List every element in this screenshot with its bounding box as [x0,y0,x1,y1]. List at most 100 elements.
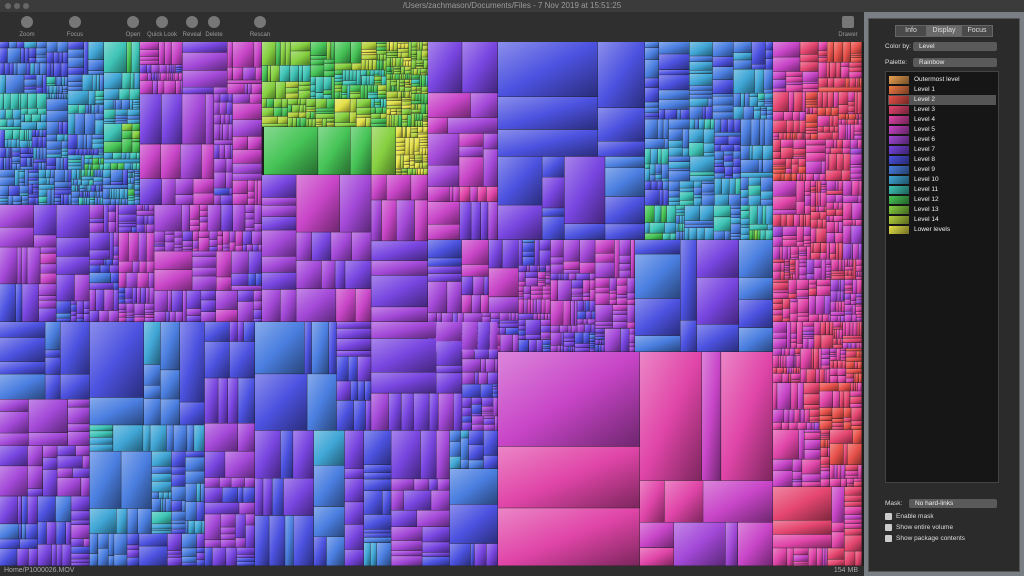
file-block[interactable] [71,197,79,202]
file-block[interactable] [818,87,862,92]
file-block[interactable] [64,169,68,182]
file-block[interactable] [95,197,98,205]
file-block[interactable] [417,50,422,60]
file-block[interactable] [139,546,168,566]
file-block[interactable] [181,205,190,231]
file-block[interactable] [838,181,843,191]
file-block[interactable] [207,205,221,231]
file-block[interactable] [605,156,645,168]
file-block[interactable] [438,393,454,431]
file-block[interactable] [793,367,797,374]
file-block[interactable] [838,376,846,383]
file-block[interactable] [659,99,690,110]
file-block[interactable] [55,93,57,99]
file-block[interactable] [43,74,47,94]
file-block[interactable] [396,79,400,92]
file-block[interactable] [820,434,830,436]
file-block[interactable] [300,117,306,127]
file-block[interactable] [808,107,810,114]
file-block[interactable] [3,93,11,110]
file-block[interactable] [832,426,844,430]
file-block[interactable] [806,422,812,430]
file-block[interactable] [724,175,733,179]
file-block[interactable] [845,471,858,476]
file-block[interactable] [810,243,813,253]
file-block[interactable] [49,178,55,185]
file-block[interactable] [841,66,849,78]
file-block[interactable] [151,511,172,524]
file-block[interactable] [7,48,21,63]
file-block[interactable] [310,85,316,92]
file-block[interactable] [449,456,461,469]
file-block[interactable] [460,438,469,460]
file-block[interactable] [182,42,228,53]
file-block[interactable] [498,97,598,130]
file-block[interactable] [725,522,738,566]
file-block[interactable] [336,328,371,339]
file-block[interactable] [421,57,428,60]
file-block[interactable] [846,369,862,374]
file-block[interactable] [75,445,90,456]
file-block[interactable] [525,277,538,286]
file-block[interactable] [402,127,406,138]
file-block[interactable] [537,313,541,320]
file-block[interactable] [424,94,428,104]
file-block[interactable] [222,487,238,503]
file-block[interactable] [245,525,255,548]
legend-row[interactable]: Level 7 [888,145,996,155]
file-block[interactable] [71,496,90,511]
file-block[interactable] [76,319,84,322]
file-block[interactable] [45,357,60,375]
file-block[interactable] [568,273,576,280]
file-block[interactable] [837,139,843,148]
file-block[interactable] [68,42,84,49]
file-block[interactable] [826,265,831,267]
file-block[interactable] [57,477,81,496]
file-block[interactable] [773,429,799,459]
file-block[interactable] [550,257,564,264]
file-block[interactable] [237,301,254,322]
file-block[interactable] [98,153,104,155]
window-button[interactable] [5,3,11,9]
file-block[interactable] [174,65,176,73]
file-block[interactable] [857,322,860,336]
file-block[interactable] [851,407,862,421]
file-block[interactable] [159,65,167,73]
file-block[interactable] [128,183,133,189]
file-block[interactable] [174,237,183,245]
file-block[interactable] [104,159,140,163]
file-block[interactable] [140,144,161,179]
file-block[interactable] [392,74,395,80]
file-block[interactable] [563,240,580,261]
file-block[interactable] [705,106,713,119]
file-block[interactable] [391,540,422,551]
file-block[interactable] [806,259,814,274]
file-block[interactable] [790,257,799,260]
file-block[interactable] [336,381,351,400]
file-block[interactable] [306,98,316,107]
file-block[interactable] [785,158,792,169]
file-block[interactable] [844,314,852,322]
file-block[interactable] [782,236,797,240]
file-block[interactable] [88,42,104,60]
legend-row[interactable]: Level 13 [888,205,996,215]
file-block[interactable] [232,149,262,164]
file-block[interactable] [15,284,22,322]
file-block[interactable] [68,182,72,188]
file-block[interactable] [37,122,47,130]
file-block[interactable] [761,199,773,206]
file-block[interactable] [39,130,43,137]
file-block[interactable] [134,180,140,183]
file-block[interactable] [161,179,176,205]
file-block[interactable] [17,496,22,524]
file-block[interactable] [645,59,659,78]
file-block[interactable] [204,547,212,566]
file-block[interactable] [499,320,519,323]
file-block[interactable] [198,231,209,238]
file-block[interactable] [840,279,845,291]
file-block[interactable] [758,100,764,102]
file-block[interactable] [563,332,575,338]
file-block[interactable] [321,260,335,289]
file-block[interactable] [32,130,36,137]
file-block[interactable] [839,243,843,260]
